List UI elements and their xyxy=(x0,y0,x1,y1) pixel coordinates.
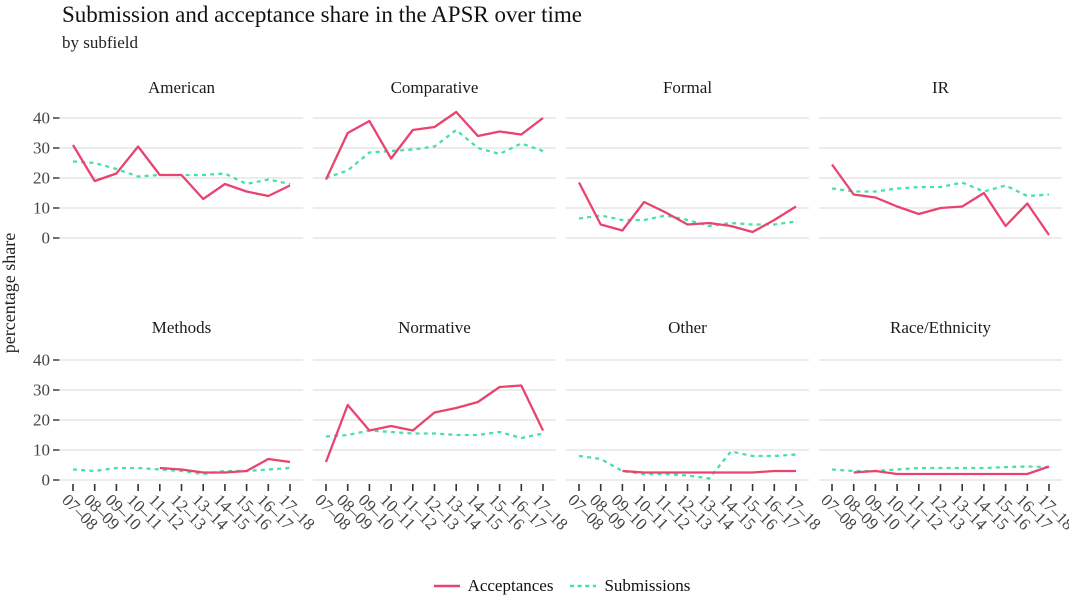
facet-title: Formal xyxy=(663,78,712,97)
submissions-line xyxy=(325,128,544,180)
acceptances-line xyxy=(853,465,1050,476)
submissions-line-swatch xyxy=(570,584,597,588)
submissions-line xyxy=(831,181,1050,198)
submissions-line xyxy=(578,450,797,480)
facet-title: Race/Ethnicity xyxy=(890,318,992,337)
legend: Acceptances Submissions xyxy=(60,573,1063,599)
acceptances-line xyxy=(831,163,1050,236)
y-tick-label: 0 xyxy=(42,229,51,248)
acceptances-line xyxy=(324,384,545,463)
submissions-line xyxy=(72,160,291,186)
y-tick-label: 40 xyxy=(33,351,50,370)
y-tick-label: 30 xyxy=(33,381,50,400)
facet-title: Methods xyxy=(152,318,212,337)
y-tick-label: 40 xyxy=(33,109,50,128)
legend-label-acceptances: Acceptances xyxy=(467,576,554,595)
facet-american: American 0 10 20 30 40 xyxy=(33,78,303,248)
facet-methods: Methods01020304007–0808–0909–1010–1111–1… xyxy=(33,318,319,534)
facet-title: Comparative xyxy=(391,78,479,97)
page-title: Submission and acceptance share in the A… xyxy=(62,2,582,27)
y-tick-label: 10 xyxy=(33,199,50,218)
y-tick-label: 10 xyxy=(33,441,50,460)
submissions-line xyxy=(325,429,544,440)
facet-comparative: Comparative xyxy=(313,78,556,239)
submissions-line xyxy=(578,214,797,228)
acceptances-line-swatch xyxy=(433,584,460,588)
submissions-line xyxy=(72,466,291,476)
y-tick-label: 0 xyxy=(42,471,51,490)
facet-formal: Formal xyxy=(566,78,809,239)
facet-title: American xyxy=(148,78,216,97)
facet-ir: IR xyxy=(819,78,1062,239)
legend-item-submissions: Submissions xyxy=(569,576,690,596)
y-tick-label: 30 xyxy=(33,139,50,158)
submissions-line xyxy=(831,465,1050,473)
legend-label-submissions: Submissions xyxy=(604,576,691,595)
facet-title: Other xyxy=(668,318,707,337)
acceptances-line xyxy=(72,144,291,201)
legend-item-acceptances: Acceptances xyxy=(433,576,554,596)
facet-title: Normative xyxy=(398,318,471,337)
acceptances-line xyxy=(324,110,544,180)
facet-title: IR xyxy=(932,78,950,97)
y-tick-label: 20 xyxy=(33,169,50,188)
facet-other: Other07–0808–0909–1010–1111–1212–1313–14… xyxy=(564,318,824,534)
y-tick-label: 20 xyxy=(33,411,50,430)
facet-normative: Normative07–0808–0909–1010–1111–1212–131… xyxy=(311,318,571,534)
acceptances-line xyxy=(159,457,291,474)
page-subtitle: by subfield xyxy=(62,33,139,52)
acceptances-line xyxy=(577,181,797,234)
acceptances-line xyxy=(622,469,796,474)
facet-race-ethnicity: Race/Ethnicity07–0808–0909–1010–1111–121… xyxy=(817,318,1069,534)
